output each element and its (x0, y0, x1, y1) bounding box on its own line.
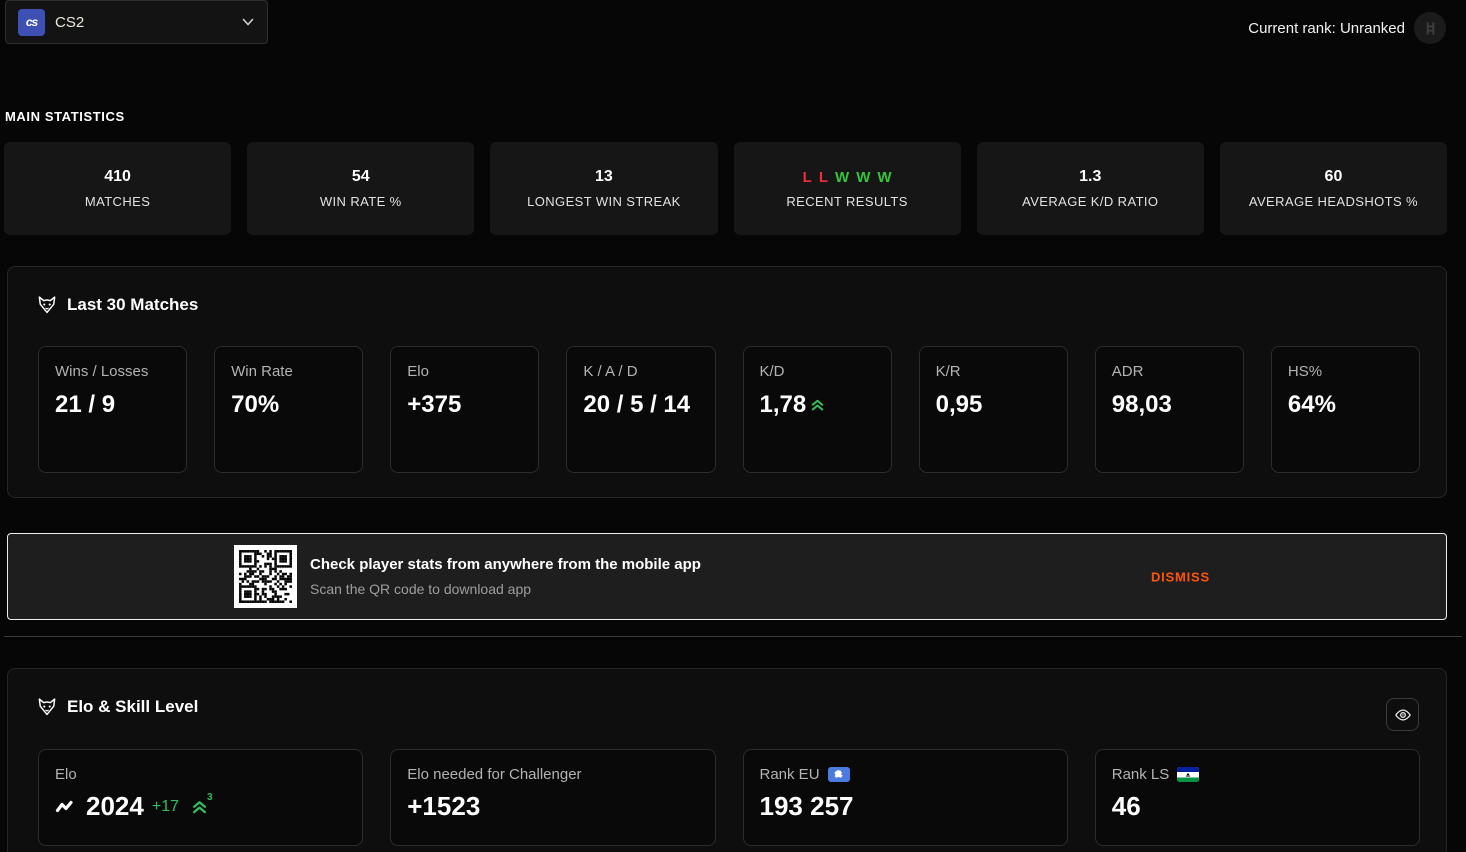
card-value: +375 (407, 391, 462, 418)
stat-card-avg-headshots: 60 AVERAGE HEADSHOTS % (1219, 142, 1448, 235)
elo-cards-row: Elo 2024 +17 3 Elo needed for (38, 749, 1420, 846)
card-label: ADR (1111, 363, 1144, 380)
win-streak-indicator: 3 (187, 792, 214, 815)
eye-icon (1394, 708, 1411, 721)
main-statistics-title: MAIN STATISTICS (5, 109, 125, 124)
cs2-game-icon: cs (18, 8, 45, 36)
card-rank-eu: Rank EU 193 257 (742, 749, 1068, 846)
double-chevron-up-icon (192, 801, 207, 814)
game-selector-label: CS2 (55, 13, 85, 31)
card-elo-needed: Elo needed for Challenger +1523 (390, 749, 716, 846)
card-value: 98,03 (1111, 391, 1172, 418)
stat-card-longest-win-streak: 13 LONGEST WIN STREAK (490, 142, 718, 235)
recent-results-letters: L L W W W (803, 169, 892, 186)
stat-label: AVERAGE K/D RATIO (1022, 194, 1159, 209)
card-value: 20 / 5 / 14 (583, 391, 691, 418)
card-label: Elo (55, 766, 77, 783)
card-value: 64% (1287, 391, 1336, 418)
card-kad: K / A / D 20 / 5 / 14 (566, 346, 716, 473)
section-divider (4, 636, 1462, 637)
card-value: 0,95 (935, 391, 983, 418)
last-30-matches-panel: Last 30 Matches Wins / Losses 21 / 9 Win… (7, 266, 1447, 498)
stat-value: 1.3 (1079, 168, 1102, 185)
card-label: Rank EU (760, 766, 1051, 783)
card-value: +1523 (407, 791, 481, 821)
rank-level-icon (1414, 12, 1446, 44)
card-label: K/R (935, 363, 961, 380)
card-label: Elo needed for Challenger (407, 766, 582, 783)
elo-skill-panel: Elo & Skill Level Elo 2024 +17 (7, 668, 1447, 852)
stat-label: AVERAGE HEADSHOTS % (1248, 194, 1419, 209)
eu-flag-icon (827, 767, 850, 782)
faceit-fox-icon (38, 296, 56, 314)
stat-label: WIN RATE % (319, 194, 402, 209)
current-rank: Current rank: Unranked (1248, 12, 1446, 44)
game-selector-dropdown[interactable]: cs CS2 (5, 0, 268, 44)
card-value: 1,78 (760, 389, 875, 420)
card-kd: K/D 1,78 (742, 346, 892, 473)
stat-value: 54 (351, 168, 370, 185)
faceit-fox-icon (38, 698, 56, 716)
last-30-cards-row: Wins / Losses 21 / 9 Win Rate 70% Elo +3… (38, 346, 1420, 473)
card-win-rate: Win Rate 70% (214, 346, 364, 473)
lesotho-flag-icon (1177, 767, 1200, 782)
panel-title: Elo & Skill Level (67, 697, 199, 716)
stat-value: 13 (595, 168, 613, 185)
stat-label: RECENT RESULTS (786, 193, 908, 209)
panel-title: Last 30 Matches (67, 295, 199, 314)
banner-subtitle: Scan the QR code to download app (310, 581, 532, 597)
card-hs: HS% 64% (1270, 346, 1420, 473)
stat-label: MATCHES (84, 194, 151, 209)
card-adr: ADR 98,03 (1094, 346, 1244, 473)
result-letter: W (877, 168, 892, 186)
card-label: K / A / D (583, 363, 638, 380)
card-wins-losses: Wins / Losses 21 / 9 (38, 346, 188, 473)
qr-code (234, 545, 297, 608)
main-statistics-row: 410 MATCHES 54 WIN RATE % 13 LONGEST WIN… (4, 142, 1448, 235)
card-label: Elo (407, 363, 429, 380)
card-elo: Elo 2024 +17 3 (38, 749, 364, 846)
stat-card-win-rate: 54 WIN RATE % (247, 142, 475, 235)
card-label: Win Rate (231, 363, 293, 380)
card-label: Wins / Losses (55, 363, 149, 380)
result-letter: W (835, 168, 850, 186)
stat-label: LONGEST WIN STREAK (527, 194, 681, 209)
banner-title: Check player stats from anywhere from th… (310, 556, 701, 573)
stat-card-matches: 410 MATCHES (4, 142, 232, 235)
stat-card-recent-results: L L W W W RECENT RESULTS (733, 142, 961, 235)
stat-value: 60 (1324, 168, 1343, 185)
card-elo-gain: Elo +375 (390, 346, 540, 473)
elo-trend-sparkline-icon (55, 800, 73, 813)
elo-value-row: 2024 +17 3 (55, 791, 346, 822)
card-label: Rank LS (1112, 766, 1403, 783)
card-kr: K/R 0,95 (918, 346, 1068, 473)
card-value: 21 / 9 (55, 391, 116, 418)
chevron-down-icon (242, 18, 254, 26)
dismiss-button[interactable]: DISMISS (1150, 569, 1210, 584)
card-value: 70% (231, 391, 280, 418)
elo-skill-header: Elo & Skill Level (8, 669, 1446, 717)
last-30-matches-header: Last 30 Matches (8, 267, 1446, 315)
stat-value: 410 (104, 168, 131, 185)
card-rank-ls: Rank LS 46 (1094, 749, 1420, 846)
card-label: K/D (759, 363, 785, 380)
current-rank-label: Current rank: Unranked (1248, 19, 1405, 37)
card-value: 193 257 (759, 791, 854, 821)
trend-up-icon (811, 399, 824, 411)
banner-text: Check player stats from anywhere from th… (310, 556, 701, 597)
result-letter: L (818, 168, 829, 186)
result-letter: L (802, 168, 812, 186)
stat-card-avg-kd: 1.3 AVERAGE K/D RATIO (976, 142, 1204, 235)
result-letter: W (856, 168, 871, 186)
streak-count: 3 (206, 792, 213, 803)
visibility-toggle-button[interactable] (1386, 698, 1419, 731)
elo-value: 2024 (86, 791, 144, 821)
mobile-app-banner: Check player stats from anywhere from th… (7, 533, 1447, 620)
card-label: HS% (1287, 363, 1323, 380)
elo-delta: +17 (151, 797, 179, 815)
card-value: 46 (1111, 791, 1141, 821)
